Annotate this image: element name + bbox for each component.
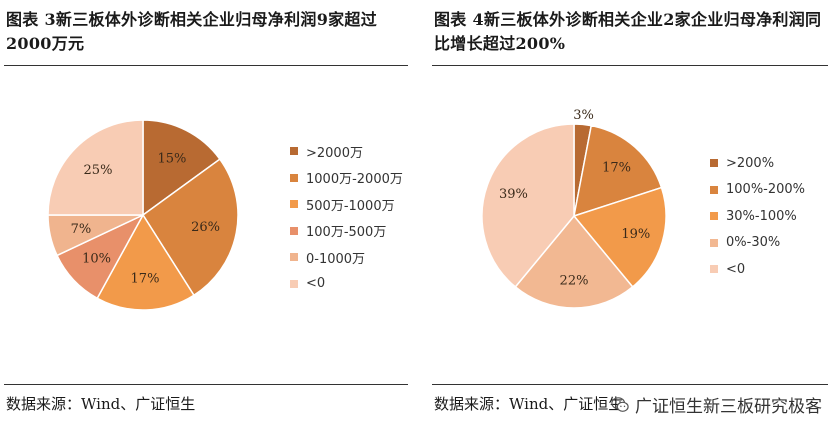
chart-title: 图表 4新三板体外诊断相关企业2家企业归母净利润同比增长超过200%	[434, 10, 822, 53]
legend: >200% 100%-200% 30%-100% 0%-30% <0	[710, 150, 805, 283]
left-chart-panel: 图表 3新三板体外诊断相关企业归母净利润9家超过2000万元 15% 26% 17%…	[0, 0, 412, 445]
legend-swatch	[710, 265, 718, 274]
legend-item: 500万-1000万	[290, 191, 403, 218]
slice-data-label: 17%	[602, 161, 631, 176]
legend-label: <0	[306, 276, 326, 292]
slice-data-label: 26%	[191, 220, 220, 235]
wechat-icon	[611, 396, 629, 412]
slice-data-label: 22%	[560, 273, 589, 288]
slice-data-label: 15%	[157, 151, 186, 166]
legend-swatch	[710, 185, 718, 194]
legend-label: 0%-30%	[726, 235, 781, 251]
legend-label: >2000万	[306, 145, 363, 161]
pie-slice	[141, 158, 239, 297]
legend-item: 100万-500万	[290, 218, 403, 245]
legend-label: <0	[726, 261, 746, 277]
legend-item: 30%-100%	[710, 203, 805, 230]
legend-item: 0-1000万	[290, 244, 403, 271]
watermark-text: 广证恒生新三板研究极客	[635, 397, 822, 417]
pie-slice	[514, 214, 634, 309]
legend-swatch	[290, 226, 298, 235]
slice-data-label: 10%	[82, 252, 111, 267]
legend-label: 500万-1000万	[306, 198, 395, 214]
pie-slice	[47, 119, 144, 216]
legend-item: 100%-200%	[710, 177, 805, 204]
pie-slice	[96, 213, 195, 311]
slice-data-label: 3%	[573, 108, 594, 123]
pie-slice	[481, 123, 575, 288]
pie-chart-profit: 15% 26% 17% 10% 7% 25%	[47, 119, 239, 311]
pie-slice	[573, 124, 663, 218]
top-divider	[432, 65, 828, 66]
slice-data-label: 19%	[621, 227, 650, 242]
slice-data-label: 7%	[71, 222, 92, 237]
chart-title: 图表 3新三板体外诊断相关企业归母净利润9家超过2000万元	[6, 10, 378, 53]
pie-slice	[572, 186, 667, 288]
legend-label: 0-1000万	[306, 251, 366, 267]
right-chart-panel: 图表 4新三板体外诊断相关企业2家企业归母净利润同比增长超过200% 3% 17%…	[428, 0, 832, 445]
legend-label: >200%	[726, 155, 775, 171]
legend-item: 1000万-2000万	[290, 165, 403, 192]
legend-label: 100万-500万	[306, 225, 387, 241]
legend-swatch	[710, 159, 718, 168]
legend-swatch	[290, 200, 298, 209]
legend-item: >200%	[710, 150, 805, 177]
legend-swatch	[290, 279, 298, 288]
legend-item: >2000万	[290, 138, 403, 165]
legend-swatch	[710, 238, 718, 247]
legend-swatch	[290, 253, 298, 262]
legend-item: <0	[710, 256, 805, 283]
legend-label: 100%-200%	[726, 182, 806, 198]
legend-item: <0	[290, 271, 403, 298]
bottom-divider	[4, 384, 408, 385]
bottom-divider	[432, 384, 828, 385]
slice-data-label: 25%	[84, 163, 113, 178]
pie-slice	[142, 119, 221, 217]
legend-label: 1000万-2000万	[306, 172, 403, 188]
data-source: 数据来源：Wind、广证恒生	[434, 395, 624, 413]
legend-swatch	[710, 212, 718, 221]
pie-chart-growth: 3% 17% 19% 22% 39%	[481, 108, 667, 309]
legend-swatch	[290, 173, 298, 182]
top-divider	[4, 65, 408, 66]
legend: >2000万 1000万-2000万 500万-1000万 100万-500万 0-10…	[290, 138, 403, 297]
watermark: 广证恒生新三板研究极客	[611, 392, 822, 417]
legend-swatch	[290, 147, 298, 156]
data-source: 数据来源：Wind、广证恒生	[6, 395, 196, 413]
legend-item: 0%-30%	[710, 230, 805, 257]
slice-data-label: 17%	[131, 272, 160, 287]
legend-label: 30%-100%	[726, 208, 797, 224]
slice-data-label: 39%	[499, 187, 528, 202]
